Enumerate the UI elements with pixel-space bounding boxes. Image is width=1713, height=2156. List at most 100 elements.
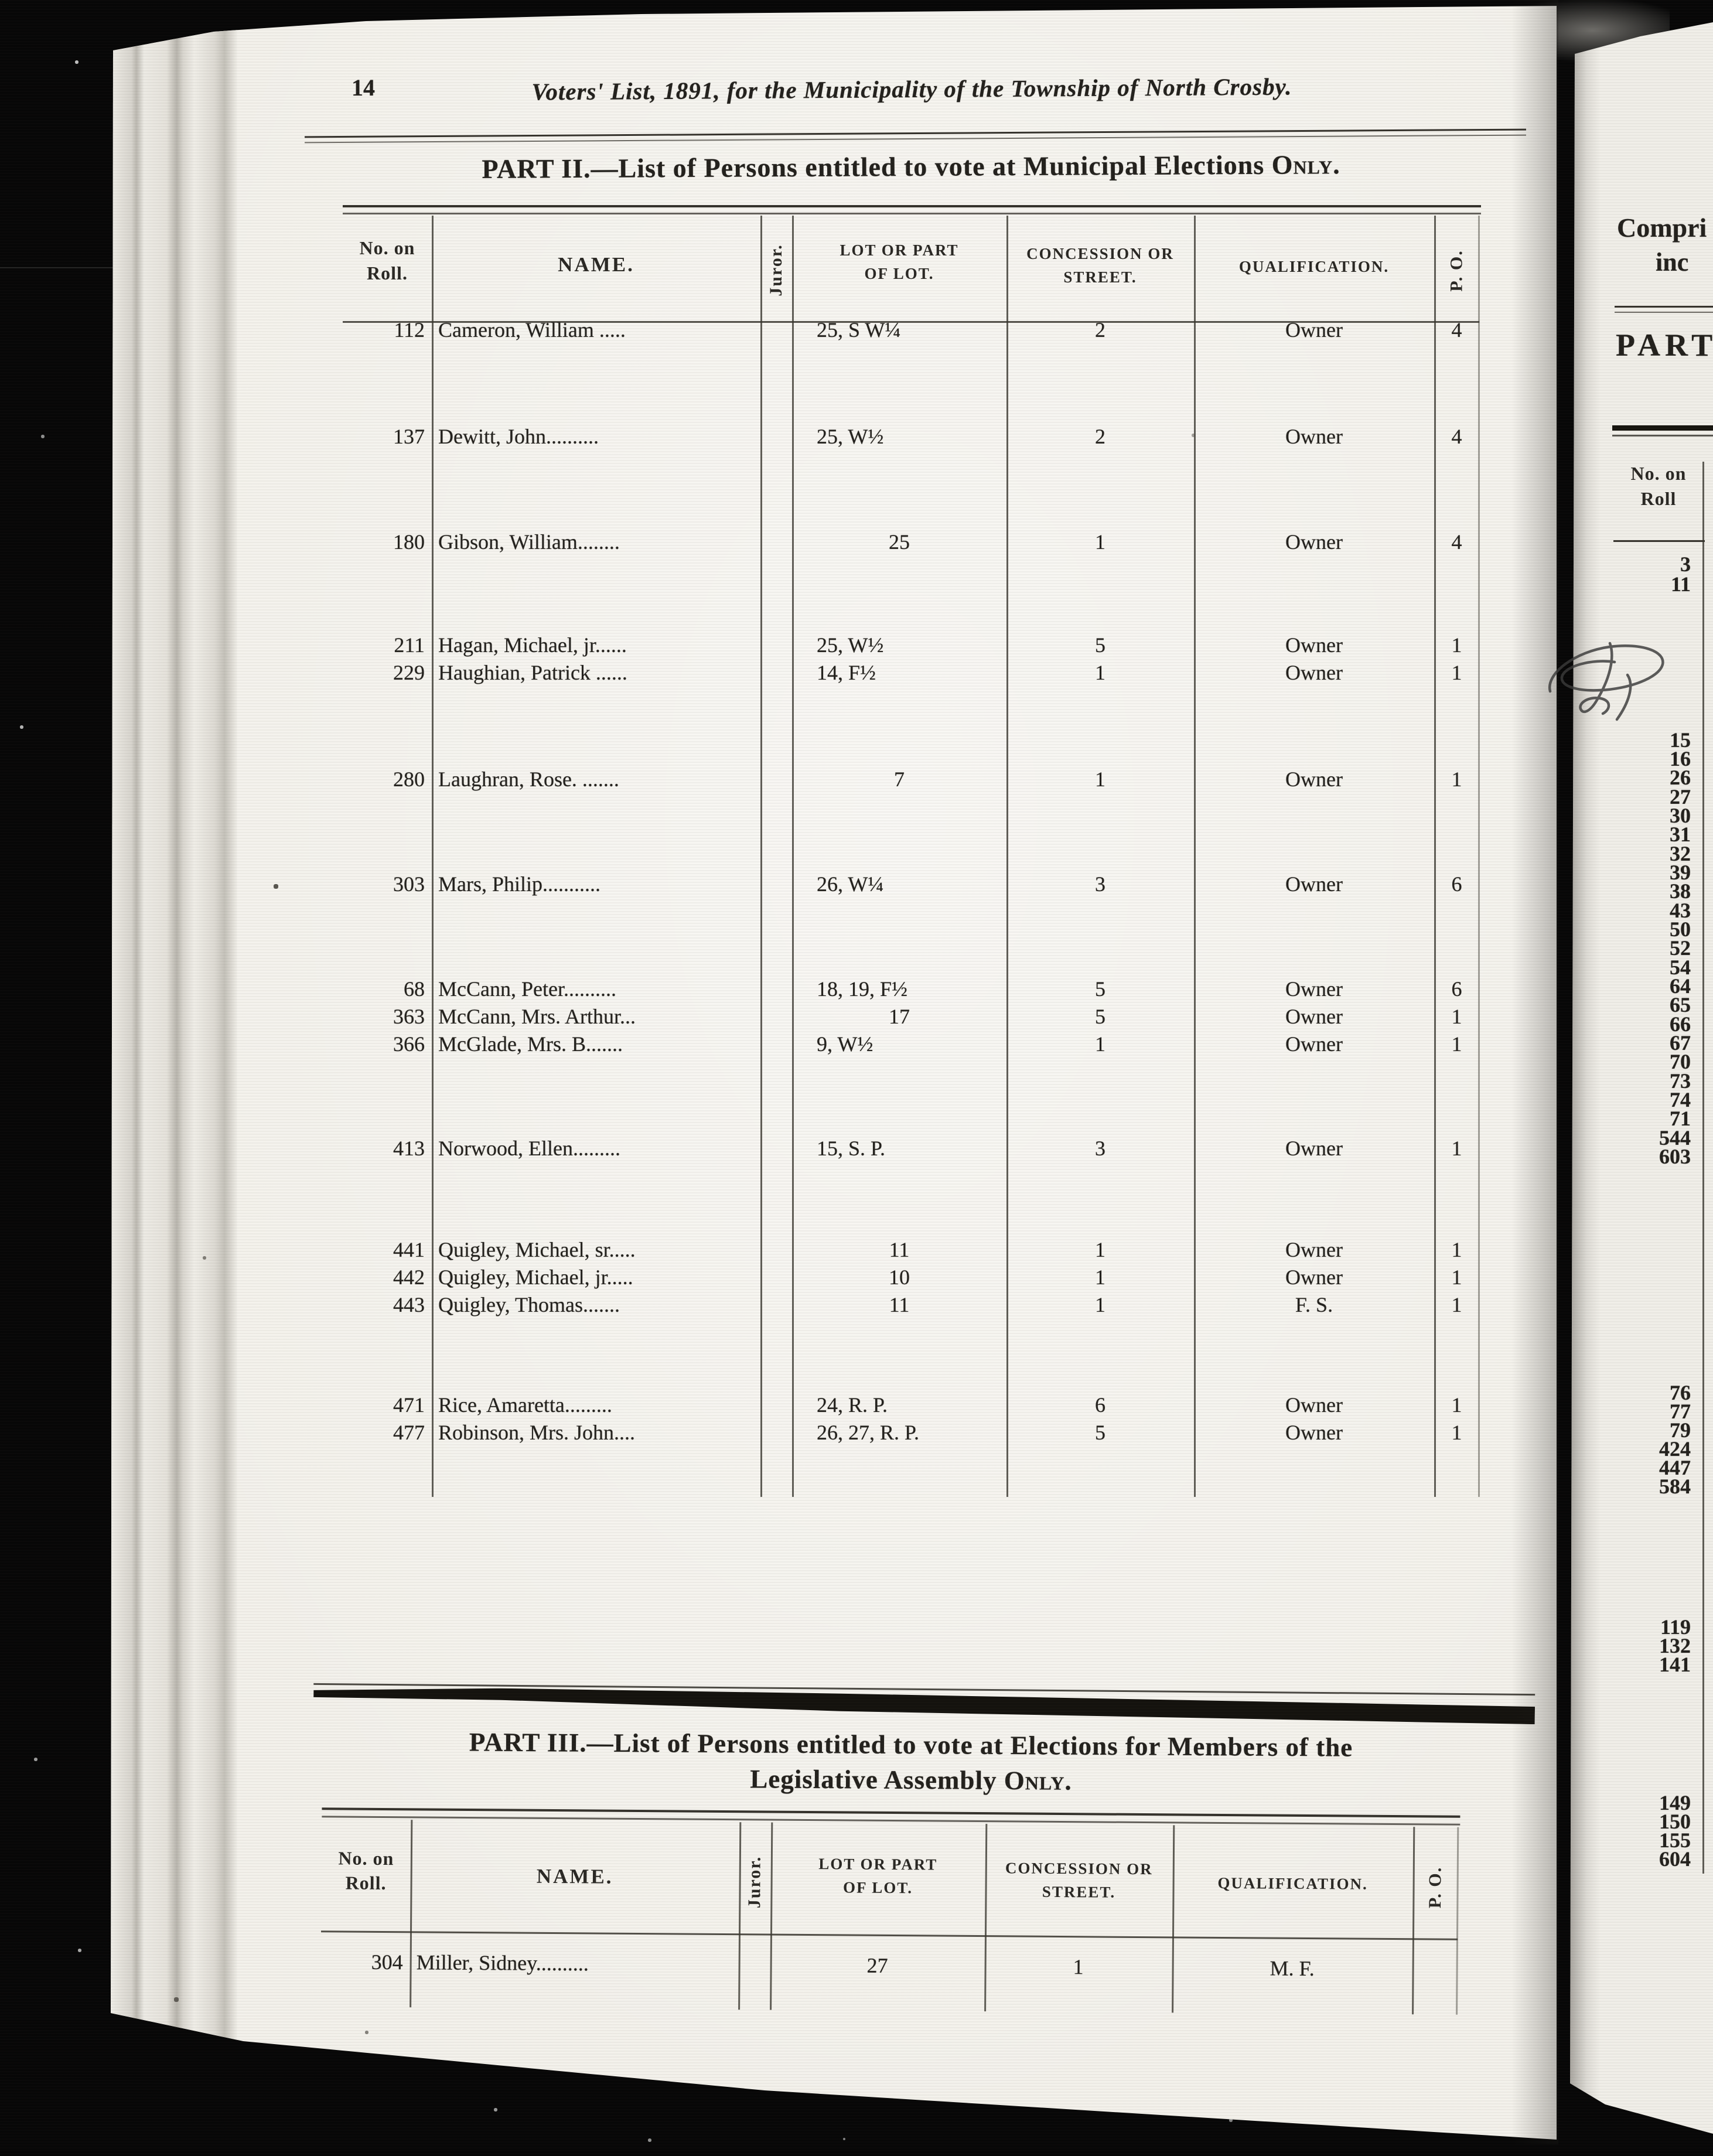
cell-lot: 25, S W¼ [817, 318, 901, 342]
col-header-roll-1: No. on [359, 237, 415, 258]
voter-row: 441 Quigley, Michael, sr..... 11 1 Owner 1 [343, 1236, 1481, 1263]
roll-number: 16 [1670, 747, 1691, 770]
roll-number: 70 [1670, 1050, 1691, 1073]
cell-po: 1 [1451, 1137, 1462, 1160]
voter-row: 211 Hagan, Michael, jr...... 25, W½ 5 Owner 1 [343, 632, 1481, 659]
roll-number: 50 [1670, 917, 1691, 941]
right-page-edge: Compri inc PART No. on Roll 3 11 15 16 26 27 3… [1570, 22, 1713, 2134]
cell-name: Hagan, Michael, jr...... [438, 633, 627, 657]
cell-concession: 3 [1095, 872, 1105, 896]
col-header-name: NAME. [558, 253, 634, 276]
cell-roll: 441 [393, 1238, 425, 1261]
running-title: Voters' List, 1891, for the Municipality… [531, 73, 1292, 105]
cell-concession: 2 [1095, 425, 1105, 448]
right-page-fragment-2: inc [1656, 248, 1689, 277]
roll-number: 26 [1670, 766, 1691, 789]
col-header-po: P. O. [1446, 250, 1466, 292]
roll-number: 150 [1659, 1810, 1691, 1833]
cell-qualification: Owner [1285, 1421, 1343, 1444]
voter-row: 180 Gibson, William........ 25 1 Owner 4 [343, 528, 1481, 555]
table-column-line [760, 216, 762, 1497]
col-header-concession-1: CONCESSION OR [1026, 245, 1174, 262]
cell-roll: 229 [393, 661, 425, 684]
cell-concession: 6 [1095, 1393, 1105, 1417]
section-divider [313, 1683, 1535, 1729]
roll-number: 52 [1670, 936, 1691, 960]
cell-roll: 280 [393, 767, 425, 791]
roll-number: 141 [1659, 1653, 1691, 1676]
roll-number: 149 [1659, 1791, 1691, 1814]
cell-qualification: Owner [1285, 767, 1343, 791]
roll-number: 424 [1659, 1437, 1691, 1461]
cell-lot: 14, F½ [817, 661, 876, 684]
part3-heading-line2: Legislative Assembly Only. [328, 1761, 1494, 1799]
cell-lot: 26, W¼ [817, 872, 884, 896]
table-header-underline [343, 321, 1479, 323]
cell-po: 1 [1451, 1265, 1462, 1289]
roll-number: 27 [1670, 785, 1691, 808]
cell-concession: 1 [1095, 661, 1105, 684]
roll-number: 77 [1670, 1400, 1691, 1423]
col-header-concession-2: STREET. [1063, 268, 1137, 286]
cell-lot: 26, 27, R. P. [817, 1421, 920, 1444]
roll-number: 119 [1660, 1615, 1691, 1639]
cell-po: 4 [1451, 425, 1462, 448]
table-top-rule2 [322, 1816, 1461, 1826]
cell-concession: 5 [1095, 1421, 1105, 1444]
cell-roll: 363 [393, 1005, 425, 1028]
cell-name: McGlade, Mrs. B....... [438, 1032, 623, 1056]
right-roll-underline [1613, 540, 1705, 542]
cell-lot: 11 [889, 1293, 910, 1316]
cell-concession: 1 [1095, 1238, 1105, 1261]
roll-number: 67 [1670, 1031, 1691, 1055]
cell-name: Dewitt, John.......... [438, 425, 599, 448]
voter-row: 477 Robinson, Mrs. John.... 26, 27, R. P. 5… [343, 1419, 1481, 1446]
cell-po: 1 [1451, 1393, 1462, 1417]
roll-number: 64 [1670, 974, 1691, 998]
cell-roll: 477 [393, 1421, 425, 1444]
roll-number: 132 [1659, 1634, 1691, 1657]
cell-qualification: F. S. [1295, 1293, 1333, 1316]
cell-concession: 1 [1095, 1032, 1105, 1056]
cell-roll: 304 [371, 1950, 403, 1974]
gutter-shade [1570, 22, 1601, 2134]
cell-roll: 366 [393, 1032, 425, 1056]
table-column-line [792, 216, 794, 1497]
left-page: 1 4 Voters' List, 1891, for the Municipal… [111, 6, 1557, 2140]
cell-name: McCann, Mrs. Arthur... [438, 1005, 636, 1028]
cell-lot: 24, R. P. [817, 1393, 888, 1417]
cell-qualification: Owner [1285, 425, 1343, 448]
cell-qualification: Owner [1285, 872, 1343, 896]
roll-number: 11 [1670, 572, 1691, 596]
table-column-line [984, 1824, 988, 2012]
cell-roll: 211 [394, 633, 425, 657]
voter-row: 443 Quigley, Thomas....... 11 1 F. S. 1 [343, 1291, 1481, 1318]
col-header-juror: Juror. [766, 243, 786, 296]
roll-number: 73 [1670, 1069, 1691, 1093]
voter-row: 304 Miller, Sidney.......... 27 1 M. F. [320, 1948, 1459, 1983]
cell-lot: 25, W½ [817, 633, 884, 657]
right-roll-header-1: No. on [1630, 463, 1687, 484]
voter-row: 363 McCann, Mrs. Arthur... 17 5 Owner 1 [343, 1003, 1481, 1030]
cell-qualification: Owner [1285, 977, 1343, 1001]
cell-name: Quigley, Michael, jr..... [438, 1265, 633, 1289]
cell-po: 4 [1451, 318, 1462, 342]
cell-roll: 137 [393, 425, 425, 448]
cell-lot: 11 [889, 1238, 910, 1261]
col-header-juror: Juror. [745, 1855, 765, 1909]
part3-heading-line1: PART III.—List of Persons entitled to vo… [469, 1727, 1353, 1762]
col-header-po: P. O. [1425, 1866, 1445, 1909]
cell-concession: 1 [1095, 767, 1105, 791]
roll-number: 155 [1659, 1828, 1691, 1852]
cell-qualification: Owner [1285, 1238, 1343, 1261]
cell-po: 6 [1451, 977, 1462, 1001]
cell-name: Quigley, Thomas....... [438, 1293, 620, 1316]
col-header-lot-1: LOT OR PART [840, 241, 959, 259]
cell-concession: 2 [1095, 318, 1105, 342]
table-column-line [1172, 1825, 1175, 2013]
right-page-fragment-1: Compri [1617, 213, 1707, 243]
cell-name: Robinson, Mrs. John.... [438, 1421, 636, 1444]
col-header-concession-1: CONCESSION OR [1005, 1859, 1153, 1878]
voter-row: 229 Haughian, Patrick ...... 14, F½ 1 Owner 1 [343, 659, 1481, 686]
roll-number: 3 [1680, 552, 1691, 576]
